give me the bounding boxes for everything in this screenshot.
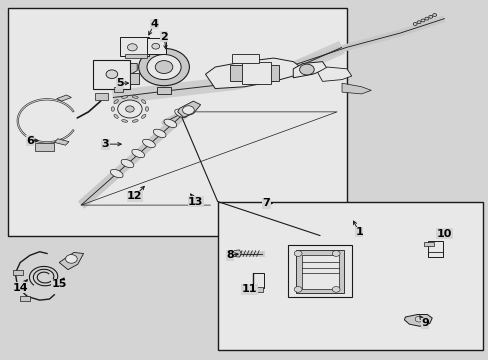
Ellipse shape — [163, 119, 176, 127]
Bar — [255, 287, 263, 292]
Polygon shape — [54, 139, 69, 145]
Text: 11: 11 — [241, 284, 257, 294]
Text: 15: 15 — [51, 279, 67, 289]
Circle shape — [299, 64, 314, 75]
Bar — [242, 62, 271, 84]
Circle shape — [125, 106, 134, 112]
Polygon shape — [404, 315, 431, 326]
Bar — [423, 242, 433, 246]
Bar — [147, 39, 166, 54]
Bar — [13, 270, 22, 275]
Bar — [130, 73, 139, 84]
Text: 7: 7 — [262, 198, 270, 208]
Bar — [427, 241, 442, 257]
Bar — [229, 65, 278, 81]
Polygon shape — [293, 62, 327, 78]
Text: 8: 8 — [225, 250, 233, 260]
Ellipse shape — [122, 120, 127, 122]
Circle shape — [65, 255, 77, 263]
Circle shape — [412, 23, 416, 26]
Bar — [8, 8, 346, 235]
Ellipse shape — [142, 139, 155, 148]
Circle shape — [424, 17, 428, 20]
Text: 3: 3 — [102, 139, 109, 149]
Polygon shape — [205, 58, 303, 89]
Ellipse shape — [114, 114, 118, 118]
Circle shape — [106, 70, 118, 78]
Text: 14: 14 — [12, 283, 28, 293]
Circle shape — [139, 48, 189, 86]
Ellipse shape — [114, 100, 118, 104]
Text: 12: 12 — [127, 191, 142, 201]
Text: 9: 9 — [420, 319, 428, 328]
Bar — [302, 255, 338, 289]
Circle shape — [155, 60, 172, 73]
Polygon shape — [127, 63, 137, 76]
Circle shape — [152, 43, 159, 49]
Bar — [125, 54, 147, 58]
Polygon shape — [57, 95, 71, 101]
Ellipse shape — [153, 129, 166, 138]
Circle shape — [182, 106, 194, 114]
Circle shape — [294, 251, 302, 256]
Circle shape — [414, 316, 422, 322]
Polygon shape — [177, 101, 200, 117]
Text: 5: 5 — [116, 78, 124, 88]
Circle shape — [420, 19, 424, 22]
Circle shape — [331, 251, 339, 256]
Bar — [93, 60, 130, 89]
Circle shape — [127, 44, 137, 51]
Bar — [232, 54, 259, 63]
Circle shape — [416, 21, 420, 24]
Polygon shape — [232, 250, 241, 257]
Bar — [114, 87, 122, 92]
Ellipse shape — [141, 114, 145, 118]
Polygon shape — [59, 252, 83, 270]
Ellipse shape — [141, 100, 145, 104]
Bar — [35, 143, 54, 151]
Text: 1: 1 — [354, 227, 362, 237]
Ellipse shape — [122, 96, 127, 98]
Bar — [120, 37, 149, 56]
Polygon shape — [341, 83, 370, 94]
Text: 6: 6 — [26, 136, 34, 145]
Polygon shape — [317, 67, 351, 81]
Ellipse shape — [132, 120, 138, 122]
Ellipse shape — [110, 169, 123, 178]
Ellipse shape — [111, 107, 114, 111]
Polygon shape — [157, 87, 171, 94]
Ellipse shape — [174, 109, 187, 117]
Text: 2: 2 — [160, 32, 167, 41]
Circle shape — [147, 54, 181, 80]
Bar — [288, 244, 351, 297]
Ellipse shape — [121, 159, 134, 168]
Ellipse shape — [132, 96, 138, 98]
Bar — [295, 250, 344, 293]
Text: 10: 10 — [436, 229, 451, 239]
Text: 4: 4 — [150, 19, 158, 29]
Circle shape — [118, 100, 142, 118]
Bar — [95, 93, 108, 100]
Circle shape — [331, 287, 339, 292]
Circle shape — [428, 15, 432, 18]
Bar — [20, 296, 30, 301]
Circle shape — [294, 287, 302, 292]
Ellipse shape — [132, 149, 144, 158]
Bar — [217, 202, 483, 350]
Text: 13: 13 — [188, 197, 203, 207]
Circle shape — [432, 14, 436, 17]
Ellipse shape — [145, 107, 148, 111]
Bar — [253, 273, 264, 288]
